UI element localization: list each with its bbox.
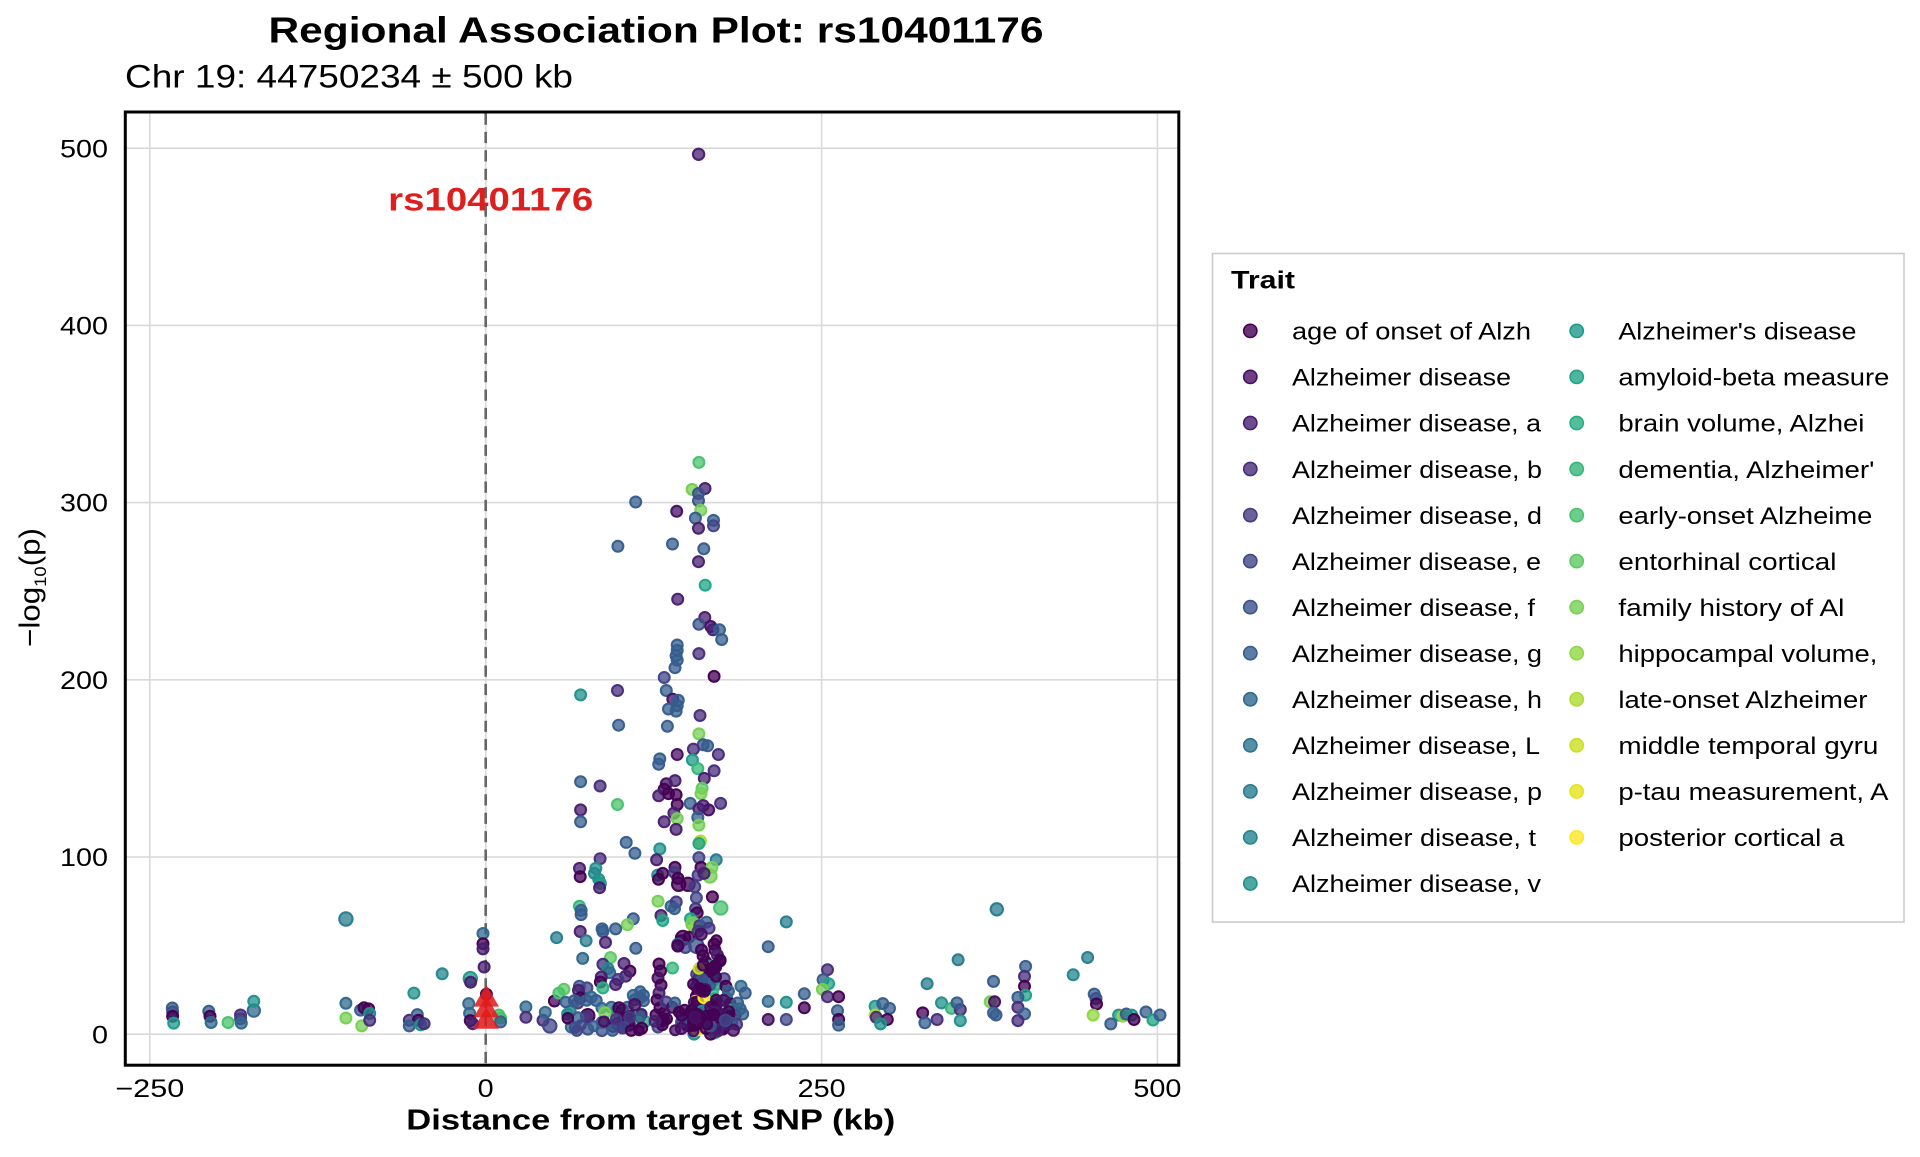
svg-text:early-onset Alzheime: early-onset Alzheime xyxy=(1618,503,1872,530)
svg-text:0: 0 xyxy=(478,1075,494,1103)
svg-text:age of onset of Alzh: age of onset of Alzh xyxy=(1292,319,1531,346)
svg-text:400: 400 xyxy=(60,313,108,341)
svg-text:late-onset Alzheimer: late-onset Alzheimer xyxy=(1618,687,1867,714)
svg-text:p-tau measurement, A: p-tau measurement, A xyxy=(1618,779,1888,806)
svg-text:0: 0 xyxy=(92,1021,108,1049)
svg-text:hippocampal volume,: hippocampal volume, xyxy=(1618,641,1877,668)
svg-text:100: 100 xyxy=(60,844,108,872)
svg-text:middle temporal gyru: middle temporal gyru xyxy=(1618,733,1878,760)
svg-text:Alzheimer's disease: Alzheimer's disease xyxy=(1618,319,1856,346)
svg-text:Trait: Trait xyxy=(1231,267,1296,295)
svg-text:posterior cortical a: posterior cortical a xyxy=(1618,825,1845,852)
svg-text:dementia, Alzheimer': dementia, Alzheimer' xyxy=(1618,457,1874,484)
svg-text:entorhinal cortical: entorhinal cortical xyxy=(1618,549,1836,576)
svg-text:Alzheimer disease, p: Alzheimer disease, p xyxy=(1292,779,1542,806)
svg-text:250: 250 xyxy=(798,1075,846,1103)
svg-text:Alzheimer disease, f: Alzheimer disease, f xyxy=(1292,595,1535,622)
svg-text:Alzheimer disease, v: Alzheimer disease, v xyxy=(1292,871,1541,898)
svg-text:Alzheimer disease, d: Alzheimer disease, d xyxy=(1292,503,1542,530)
svg-text:brain volume, Alzhei: brain volume, Alzhei xyxy=(1618,411,1864,438)
svg-text:Alzheimer disease: Alzheimer disease xyxy=(1292,365,1511,392)
svg-text:Alzheimer disease, b: Alzheimer disease, b xyxy=(1292,457,1542,484)
svg-text:family history of Al: family history of Al xyxy=(1618,595,1844,622)
svg-text:Alzheimer disease, h: Alzheimer disease, h xyxy=(1292,687,1542,714)
svg-text:Regional Association Plot: rs1: Regional Association Plot: rs10401176 xyxy=(269,10,1044,51)
svg-text:300: 300 xyxy=(60,490,108,518)
svg-text:−log10(p): −log10(p) xyxy=(15,528,51,647)
svg-text:rs10401176: rs10401176 xyxy=(388,181,593,217)
svg-text:500: 500 xyxy=(1133,1075,1181,1103)
svg-text:Chr 19: 44750234 ± 500 kb: Chr 19: 44750234 ± 500 kb xyxy=(125,59,573,95)
svg-text:−250: −250 xyxy=(115,1075,184,1103)
svg-text:Alzheimer disease, L: Alzheimer disease, L xyxy=(1292,733,1540,760)
svg-text:Alzheimer disease, g: Alzheimer disease, g xyxy=(1292,641,1542,668)
svg-text:Distance from target SNP (kb): Distance from target SNP (kb) xyxy=(406,1105,895,1137)
svg-text:Alzheimer disease, e: Alzheimer disease, e xyxy=(1292,549,1541,576)
svg-text:Alzheimer disease, a: Alzheimer disease, a xyxy=(1292,411,1542,438)
svg-text:Alzheimer disease, t: Alzheimer disease, t xyxy=(1292,825,1536,852)
svg-text:500: 500 xyxy=(60,135,108,163)
svg-text:amyloid-beta measure: amyloid-beta measure xyxy=(1618,365,1889,392)
svg-text:200: 200 xyxy=(60,667,108,695)
